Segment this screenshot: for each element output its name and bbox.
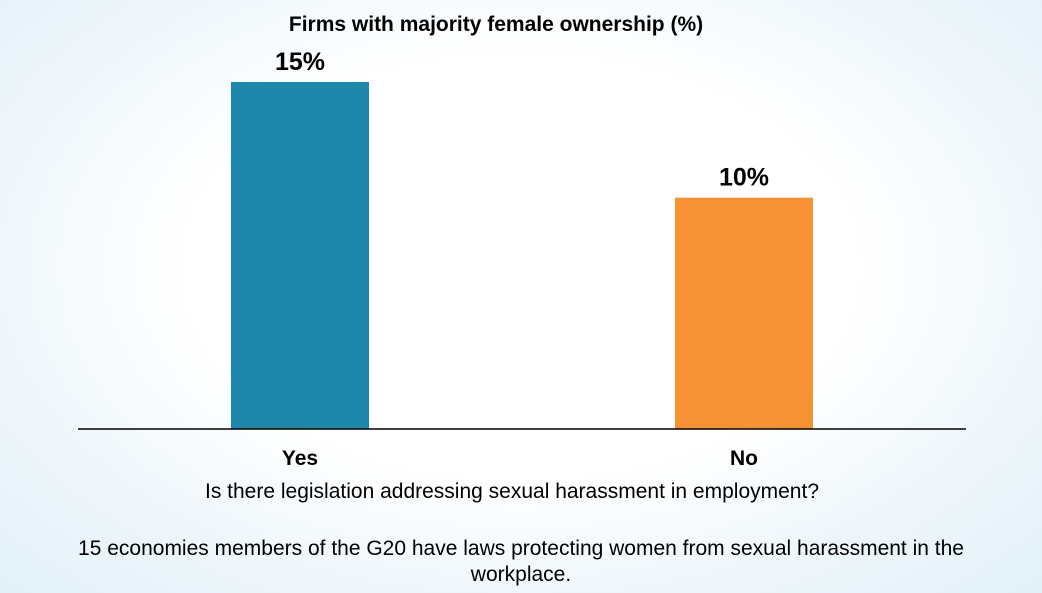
bar-yes <box>231 82 369 429</box>
x-axis-label: Is there legislation addressing sexual h… <box>205 480 819 503</box>
data-label-no: 10% <box>719 164 769 192</box>
chart-caption: 15 economies members of the G20 have law… <box>78 537 964 586</box>
category-label-no: No <box>730 447 758 470</box>
category-label-yes: Yes <box>282 447 318 470</box>
data-label-yes: 15% <box>275 48 325 76</box>
chart-title: Firms with majority female ownership (%) <box>289 13 703 36</box>
bar-no <box>675 197 813 429</box>
bars-group: 15% Yes 10% No <box>231 48 813 470</box>
